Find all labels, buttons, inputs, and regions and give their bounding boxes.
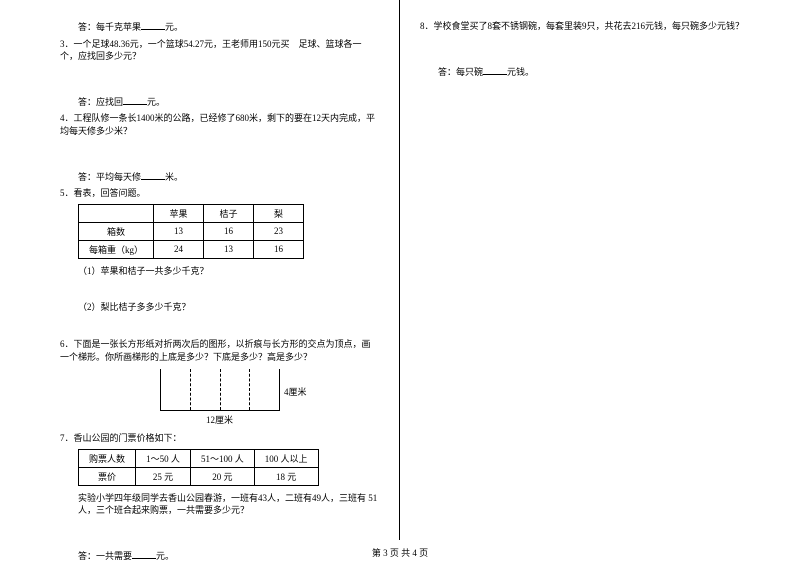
left-column: 答：每千克苹果元。 3．一个足球48.36元，一个篮球54.27元，王老师用15… (0, 0, 400, 540)
cell: 23 (254, 222, 304, 240)
q5-2-text: （2）梨比桔子多多少千克？ (60, 301, 379, 314)
cell: 箱数 (79, 222, 154, 240)
q3-answer-prefix: 答：应找回 (78, 97, 123, 107)
page-container: 答：每千克苹果元。 3．一个足球48.36元，一个篮球54.27元，王老师用15… (0, 0, 800, 540)
spacer (60, 67, 379, 95)
spacer (60, 142, 379, 170)
fold-line (220, 369, 221, 410)
cell: 苹果 (154, 204, 204, 222)
q4-text: 4．工程队修一条长1400米的公路，已经修了680米，剩下的要在12天内完成，平… (60, 112, 379, 137)
q8-answer-suffix: 元钱。 (507, 67, 534, 77)
q6-text: 6．下面是一张长方形纸对折两次后的图形，以折痕与长方形的交点为顶点，画一个梯形。… (60, 338, 379, 363)
q3-text: 3．一个足球48.36元，一个篮球54.27元，王老师用150元买 足球、篮球各… (60, 38, 379, 63)
cell: 梨 (254, 204, 304, 222)
fold-width-label: 12厘米 (150, 413, 290, 426)
cell: 桔子 (204, 204, 254, 222)
right-column: 8．学校食堂买了8套不锈钢碗，每套里装9只，共花去216元钱，每只碗多少元钱？ … (400, 0, 800, 540)
fold-line (190, 369, 191, 410)
q4-answer-suffix: 米。 (165, 172, 183, 182)
table-row: 苹果 桔子 梨 (79, 204, 304, 222)
q7-text: 7．香山公园的门票价格如下： (60, 432, 379, 445)
cell: 13 (154, 222, 204, 240)
q2-answer-suffix: 元。 (165, 22, 183, 32)
cell: 票价 (79, 467, 136, 485)
q7-table: 购票人数 1～50 人 51～100 人 100 人以上 票价 25 元 20 … (78, 449, 319, 486)
q3-answer-line: 答：应找回 元。 (60, 95, 379, 109)
cell: 24 (154, 240, 204, 258)
table-row: 购票人数 1～50 人 51～100 人 100 人以上 (79, 449, 319, 467)
q8-text: 8．学校食堂买了8套不锈钢碗，每套里装9只，共花去216元钱，每只碗多少元钱？ (420, 20, 760, 33)
cell: 购票人数 (79, 449, 136, 467)
page-footer: 第 3 页 共 4 页 (0, 546, 800, 559)
cell (79, 204, 154, 222)
q4-answer-prefix: 答：平均每天修 (78, 172, 141, 182)
cell: 20 元 (191, 467, 255, 485)
q3-blank (123, 95, 147, 105)
fold-rect: 4厘米 (160, 369, 280, 411)
spacer (60, 521, 379, 549)
spacer (420, 37, 760, 65)
cell: 16 (254, 240, 304, 258)
q8-answer-prefix: 答：每只碗 (438, 67, 483, 77)
cell: 18 元 (254, 467, 318, 485)
table-row: 票价 25 元 20 元 18 元 (79, 467, 319, 485)
q2-blank (141, 20, 165, 30)
q7-body-text: 实验小学四年级同学去香山公园春游，一班有43人，二班有49人，三班有 51人，三… (60, 492, 379, 517)
q3-answer-suffix: 元。 (147, 97, 165, 107)
cell: 16 (204, 222, 254, 240)
q8-answer-line: 答：每只碗 元钱。 (420, 65, 760, 79)
spacer (60, 281, 379, 301)
spacer (60, 318, 379, 338)
q5-table: 苹果 桔子 梨 箱数 13 16 23 每箱重（kg） 24 13 16 (78, 204, 304, 259)
q5-1-text: （1）苹果和桔子一共多少千克？ (60, 265, 379, 278)
fold-diagram: 4厘米 12厘米 (150, 369, 290, 426)
cell: 1～50 人 (136, 449, 191, 467)
q2-answer-line: 答：每千克苹果 元。 (60, 20, 379, 34)
cell: 51～100 人 (191, 449, 255, 467)
q2-answer-prefix: 答：每千克苹果 (78, 22, 141, 32)
cell: 25 元 (136, 467, 191, 485)
table-row: 箱数 13 16 23 (79, 222, 304, 240)
q8-blank (483, 65, 507, 75)
cell: 100 人以上 (254, 449, 318, 467)
cell: 13 (204, 240, 254, 258)
table-row: 每箱重（kg） 24 13 16 (79, 240, 304, 258)
fold-height-label: 4厘米 (284, 385, 307, 398)
fold-line (249, 369, 250, 410)
q5-text: 5．看表，回答问题。 (60, 187, 379, 200)
q4-blank (141, 170, 165, 180)
q4-answer-line: 答：平均每天修 米。 (60, 170, 379, 184)
cell: 每箱重（kg） (79, 240, 154, 258)
